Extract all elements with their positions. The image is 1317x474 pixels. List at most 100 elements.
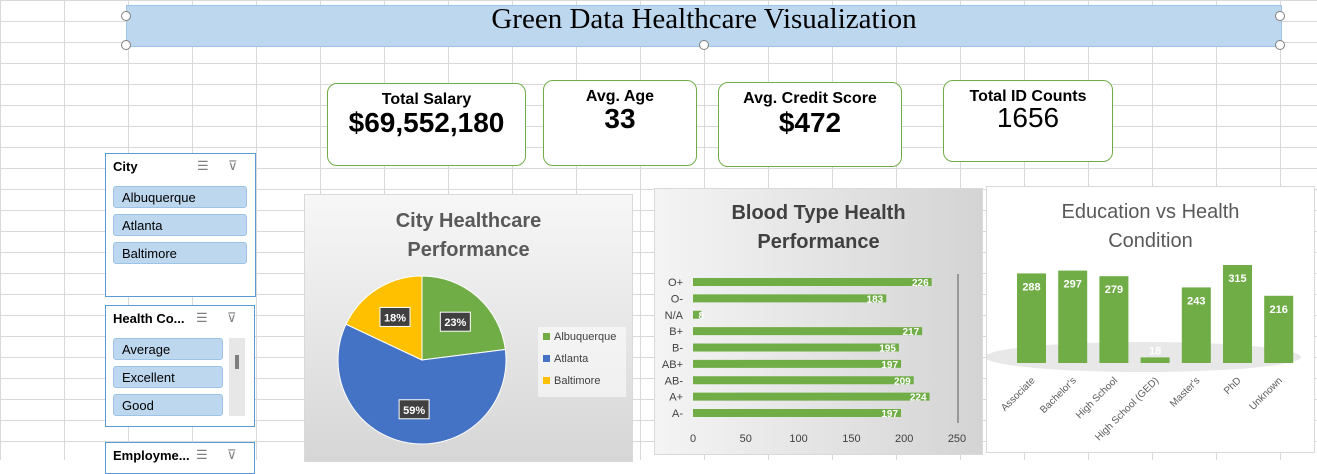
data-label: 197 [881, 409, 898, 420]
data-label: 226 [912, 278, 929, 289]
column [1223, 265, 1252, 363]
clear-filter-icon[interactable]: ⊽ [227, 310, 237, 325]
column [1058, 270, 1088, 363]
kpi-label: Avg. Credit Score [743, 90, 877, 107]
tick-label: 50 [740, 433, 752, 445]
kpi-label: Total ID Counts [969, 88, 1087, 105]
column [1017, 273, 1046, 363]
column [1099, 276, 1129, 363]
slicer-header: City [113, 159, 138, 174]
kpi-avg-age[interactable]: Avg. Age 33 [543, 80, 697, 166]
data-label: 197 [881, 360, 898, 371]
tick-label: 200 [895, 433, 913, 445]
category-label: O- [671, 293, 684, 305]
slicer-item[interactable]: Good [113, 394, 223, 416]
clear-filter-icon[interactable]: ⊽ [227, 447, 237, 462]
data-label: 315 [1228, 273, 1246, 285]
dashboard-title[interactable]: Green Data Healthcare Visualization [126, 5, 1282, 47]
data-label: 8 [698, 311, 704, 322]
data-label: 18 [1149, 345, 1161, 357]
blood-type-bar-chart[interactable]: Blood Type Health Performance O+ 226 O- 183… [654, 188, 983, 455]
slicer-item[interactable]: Albuquerque [113, 186, 247, 208]
data-label: 183 [867, 294, 884, 305]
slicer-item[interactable]: Baltimore [113, 242, 247, 264]
slicer-scrollbar[interactable] [229, 338, 245, 416]
legend-label: Atlanta [554, 353, 589, 365]
bar [693, 343, 899, 352]
data-label-box [439, 311, 471, 332]
multi-select-icon[interactable]: ☰ [196, 310, 208, 325]
category-label: A- [672, 408, 683, 420]
tick-label: 250 [948, 433, 966, 445]
slicer-item[interactable]: Excellent [113, 366, 223, 388]
category-label: AB- [665, 375, 684, 387]
slicer-header: Health Co... [113, 311, 185, 326]
kpi-total-salary[interactable]: Total Salary $69,552,180 [327, 83, 526, 166]
column [1140, 357, 1170, 363]
chart-title: Blood Type Health Performance [731, 202, 906, 253]
bar-plot: O+ 226 O- 183 N/A 8 B+ 217 B- 195 AB+ 197 AB- 209 A+ 22… [662, 274, 966, 445]
legend-swatch [543, 333, 550, 340]
legend-label: Albuquerque [554, 331, 616, 343]
clear-filter-icon[interactable]: ⊽ [228, 158, 238, 173]
legend-label: Baltimore [554, 375, 600, 387]
resize-handle[interactable] [1275, 11, 1285, 21]
employment-slicer[interactable]: Employme... ☰ ⊽ [105, 442, 255, 474]
education-bar-chart[interactable]: Education vs Health Condition 288 Associa… [986, 186, 1315, 453]
data-label: 288 [1022, 281, 1040, 293]
data-label: 59% [403, 405, 425, 417]
slicer-item[interactable]: Atlanta [113, 214, 247, 236]
data-label: 216 [1270, 304, 1288, 316]
bar [693, 392, 930, 401]
kpi-value: $472 [778, 107, 842, 138]
category-label: O+ [668, 277, 683, 289]
kpi-label: Avg. Age [585, 88, 655, 105]
resize-handle[interactable] [121, 11, 131, 21]
category-label: Bachelor's [1038, 375, 1079, 416]
data-label: 279 [1105, 284, 1123, 296]
category-label: A+ [669, 392, 683, 404]
resize-handle[interactable] [121, 40, 131, 50]
kpi-avg-credit-score[interactable]: Avg. Credit Score $472 [718, 82, 902, 167]
bar [693, 278, 932, 286]
category-label: AB+ [662, 359, 683, 371]
pie-slice [337, 323, 507, 445]
slicer-item[interactable]: Average [113, 338, 223, 360]
bar [693, 409, 902, 417]
legend-swatch [543, 355, 550, 362]
data-label-box [379, 306, 411, 327]
data-label: 23% [444, 317, 466, 329]
kpi-value: $69,552,180 [348, 107, 505, 138]
multi-select-icon[interactable]: ☰ [197, 158, 209, 173]
kpi-total-id-counts[interactable]: Total ID Counts 1656 [943, 80, 1113, 162]
legend-swatch [543, 377, 550, 384]
resize-handle[interactable] [1275, 40, 1285, 50]
data-label: 209 [894, 376, 911, 387]
data-label: 224 [910, 393, 927, 404]
city-slicer[interactable]: City ☰ ⊽ Albuquerque Atlanta Baltimore [105, 153, 256, 297]
category-label: Master's [1168, 375, 1202, 409]
legend-box [538, 327, 626, 397]
resize-handle[interactable] [699, 40, 709, 50]
bar [693, 376, 914, 385]
multi-select-icon[interactable]: ☰ [196, 447, 208, 462]
data-label: 18% [384, 312, 406, 324]
column [1264, 295, 1294, 363]
bar [693, 359, 902, 368]
category-label: Associate [999, 375, 1038, 414]
category-label: Unknown [1248, 375, 1285, 412]
chart-title: City Healthcare Performance [395, 210, 542, 261]
scrollbar-thumb[interactable] [235, 355, 239, 369]
tick-label: 0 [690, 433, 696, 445]
bar [693, 327, 923, 336]
pie-plot: 23% 59% 18% Albuquerque Atlanta Baltimore [337, 275, 626, 445]
bar [693, 310, 702, 319]
kpi-value: 33 [604, 103, 636, 134]
category-label: B- [672, 343, 683, 355]
city-pie-chart[interactable]: City Healthcare Performance 23% 59% 18% Al… [304, 194, 633, 462]
column [1181, 287, 1211, 363]
health-condition-slicer[interactable]: Health Co... ☰ ⊽ Average Excellent Good [105, 305, 255, 427]
category-label: PhD [1222, 375, 1244, 397]
data-label: 195 [879, 344, 896, 355]
